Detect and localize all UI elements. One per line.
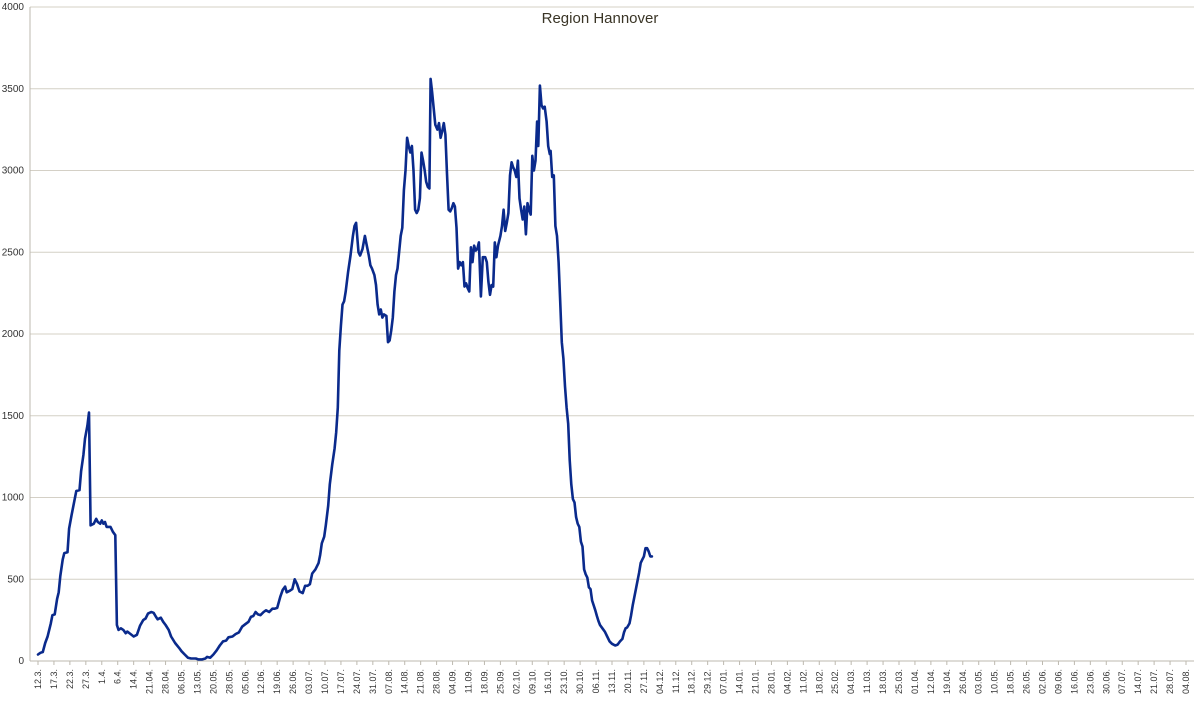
x-tick-label: 07.08. [384, 669, 394, 694]
x-tick-label: 03.07. [304, 669, 314, 694]
x-tick-label: 11.02. [798, 669, 808, 693]
x-tick-label: 13.05. [192, 669, 202, 694]
x-tick-label: 09.10. [527, 669, 537, 694]
x-tick-label: 02.10. [511, 669, 521, 694]
x-tick-label: 21.04. [145, 669, 155, 694]
x-tick-label: 18.03. [878, 669, 888, 694]
x-tick-label: 28.08. [432, 669, 442, 694]
x-tick-label: 19.04. [942, 669, 952, 694]
y-axis-ticks: 0 500 1000 1500 2000 2500 3000 3500 4000 [2, 2, 25, 667]
x-tick-label: 10.07. [320, 669, 330, 694]
x-tick-label: 26.04. [958, 669, 968, 694]
x-tick-label: 23.06. [1085, 669, 1095, 694]
x-tick-label: 14.4. [129, 669, 139, 689]
x-tick-label: 28.01. [766, 669, 776, 694]
x-tick-label: 28.05. [224, 669, 234, 694]
x-tick-label: 18.05. [1006, 669, 1016, 694]
x-tick-label: 6.4. [113, 669, 123, 684]
x-tick-label: 27.11. [639, 669, 649, 693]
x-tick-label: 1.4. [97, 669, 107, 684]
x-tick-label: 21.08. [416, 669, 426, 694]
x-axis-ticks: 12.3. 17.3. 22.3. 27.3. 1.4. 6.4. 14.4. 21.04. 2… [33, 661, 1191, 694]
series-layer [36, 77, 654, 661]
chart-title: Region Hannover [541, 10, 659, 27]
x-tick-label: 12.3. [33, 669, 43, 689]
y-tick-label: 1500 [2, 411, 25, 422]
y-tick-label: 2000 [2, 329, 25, 340]
y-tick-label: 500 [7, 574, 24, 585]
x-tick-label: 18.12. [687, 669, 697, 694]
x-tick-label: 25.02. [830, 669, 840, 694]
x-tick-label: 11.12. [671, 669, 681, 693]
x-tick-label: 02.06. [1038, 669, 1048, 694]
y-tick-label: 4000 [2, 2, 25, 13]
gridlines [30, 6, 1194, 662]
x-tick-label: 21.07. [1149, 669, 1159, 694]
x-tick-label: 20.11. [623, 669, 633, 693]
x-tick-label: 19.06. [272, 669, 282, 694]
x-tick-label: 04.03. [846, 669, 856, 694]
y-tick-label: 2500 [2, 247, 25, 258]
x-tick-label: 16.10. [543, 669, 553, 694]
series-line [36, 77, 654, 661]
x-tick-label: 09.06. [1053, 669, 1063, 694]
x-tick-label: 25.03. [894, 669, 904, 694]
x-tick-label: 30.10. [575, 669, 585, 694]
x-tick-label: 26.05. [1022, 669, 1032, 694]
y-tick-label: 0 [18, 656, 24, 667]
y-tick-label: 1000 [2, 493, 25, 504]
x-tick-label: 17.07. [336, 669, 346, 694]
x-tick-label: 14.07. [1133, 669, 1143, 694]
x-tick-label: 12.04. [926, 669, 936, 694]
x-tick-label: 30.06. [1101, 669, 1111, 694]
x-tick-label: 14.08. [400, 669, 410, 694]
x-tick-label: 11.09. [464, 669, 474, 693]
x-tick-label: 04.12. [655, 669, 665, 694]
x-tick-label: 13.11. [607, 669, 617, 693]
x-tick-label: 07.07. [1117, 669, 1127, 694]
x-tick-label: 28.07. [1165, 669, 1175, 694]
x-tick-label: 06.05. [177, 669, 187, 694]
x-tick-label: 27.3. [81, 669, 91, 689]
x-tick-label: 24.07. [352, 669, 362, 694]
x-tick-label: 31.07. [368, 669, 378, 694]
x-tick-label: 11.03. [862, 669, 872, 693]
x-tick-label: 01.04. [910, 669, 920, 694]
x-tick-label: 28.04. [161, 669, 171, 694]
x-tick-label: 06.11. [591, 669, 601, 693]
x-tick-label: 20.05. [208, 669, 218, 694]
x-tick-label: 04.09. [448, 669, 458, 694]
y-tick-label: 3500 [2, 84, 25, 95]
x-tick-label: 29.12. [703, 669, 713, 694]
x-tick-label: 14.01. [735, 669, 745, 694]
x-tick-label: 23.10. [559, 669, 569, 694]
x-tick-label: 25.09. [495, 669, 505, 694]
x-tick-label: 07.01. [719, 669, 729, 694]
x-tick-label: 17.3. [49, 669, 59, 689]
x-tick-label: 18.02. [814, 669, 824, 694]
x-tick-label: 12.06. [256, 669, 266, 694]
x-tick-label: 10.05. [990, 669, 1000, 694]
x-tick-label: 22.3. [65, 669, 75, 689]
x-tick-label: 04.08. [1181, 669, 1191, 694]
x-tick-label: 04.02. [782, 669, 792, 694]
x-tick-label: 18.09. [479, 669, 489, 694]
x-tick-label: 26.06. [288, 669, 298, 694]
x-tick-label: 03.05. [974, 669, 984, 694]
y-tick-label: 3000 [2, 166, 25, 177]
x-tick-label: 21.01. [751, 669, 761, 694]
x-tick-label: 05.06. [240, 669, 250, 694]
x-tick-label: 16.06. [1069, 669, 1079, 694]
